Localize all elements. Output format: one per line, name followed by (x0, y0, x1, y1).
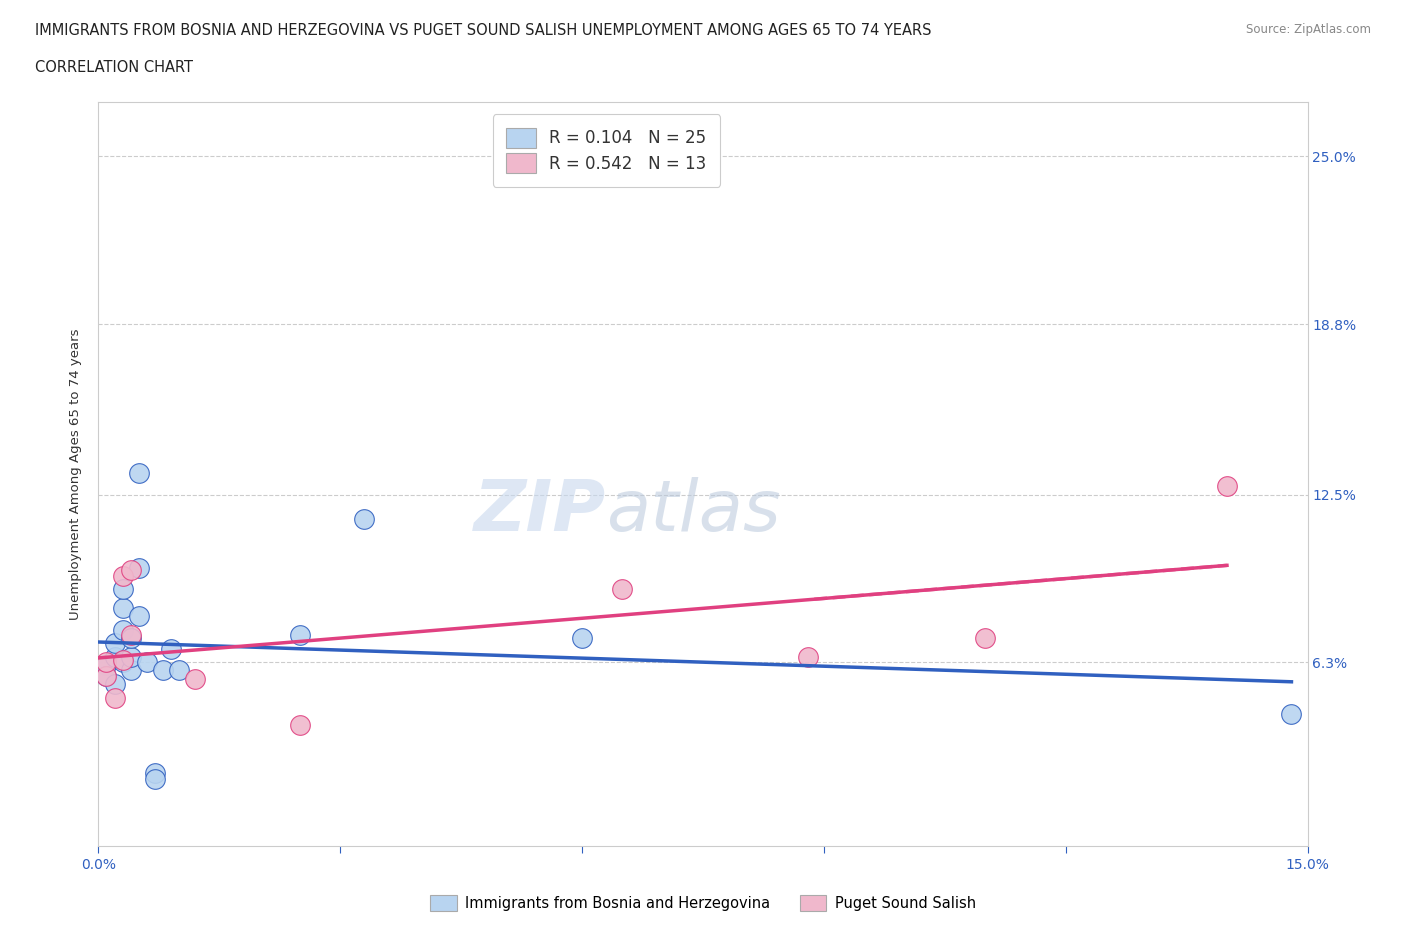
Point (120, 628, 142, 643)
Point (128, 609, 150, 624)
Point (152, 663, 174, 678)
Point (96, 669, 118, 684)
Text: CORRELATION CHART: CORRELATION CHART (35, 60, 193, 75)
Point (612, 582, 634, 597)
Point (120, 563, 142, 578)
Y-axis label: Unemployment Among Ages 65 to 74 years: Unemployment Among Ages 65 to 74 years (69, 328, 83, 620)
Text: ZIP: ZIP (474, 477, 606, 546)
Point (111, 568, 134, 583)
Point (103, 649, 125, 664)
Point (96, 669, 118, 684)
Point (103, 690, 125, 705)
Point (103, 636, 125, 651)
Point (160, 642, 183, 657)
Point (111, 622, 134, 637)
Point (111, 652, 134, 667)
Point (120, 649, 142, 664)
Legend: Immigrants from Bosnia and Herzegovina, Puget Sound Salish: Immigrants from Bosnia and Herzegovina, … (423, 887, 983, 918)
Point (128, 466, 150, 481)
Point (111, 601, 134, 616)
Text: IMMIGRANTS FROM BOSNIA AND HERZEGOVINA VS PUGET SOUND SALISH UNEMPLOYMENT AMONG : IMMIGRANTS FROM BOSNIA AND HERZEGOVINA V… (35, 23, 932, 38)
Point (571, 631, 593, 645)
Point (353, 512, 375, 526)
Point (1281, 706, 1303, 721)
Point (111, 582, 134, 597)
Point (111, 655, 134, 670)
Point (120, 663, 142, 678)
Point (288, 717, 311, 732)
Point (143, 765, 166, 780)
Point (143, 771, 166, 786)
Point (184, 671, 207, 686)
Point (96, 655, 118, 670)
Point (1216, 479, 1239, 494)
Point (167, 663, 190, 678)
Point (797, 649, 820, 664)
Text: atlas: atlas (606, 477, 780, 546)
Text: Source: ZipAtlas.com: Source: ZipAtlas.com (1246, 23, 1371, 36)
Legend: R = 0.104   N = 25, R = 0.542   N = 13: R = 0.104 N = 25, R = 0.542 N = 13 (492, 114, 720, 187)
Point (120, 631, 142, 645)
Point (288, 628, 311, 643)
Point (96, 658, 118, 672)
Point (135, 655, 157, 670)
Point (128, 560, 150, 575)
Point (974, 631, 997, 645)
Point (103, 676, 125, 691)
